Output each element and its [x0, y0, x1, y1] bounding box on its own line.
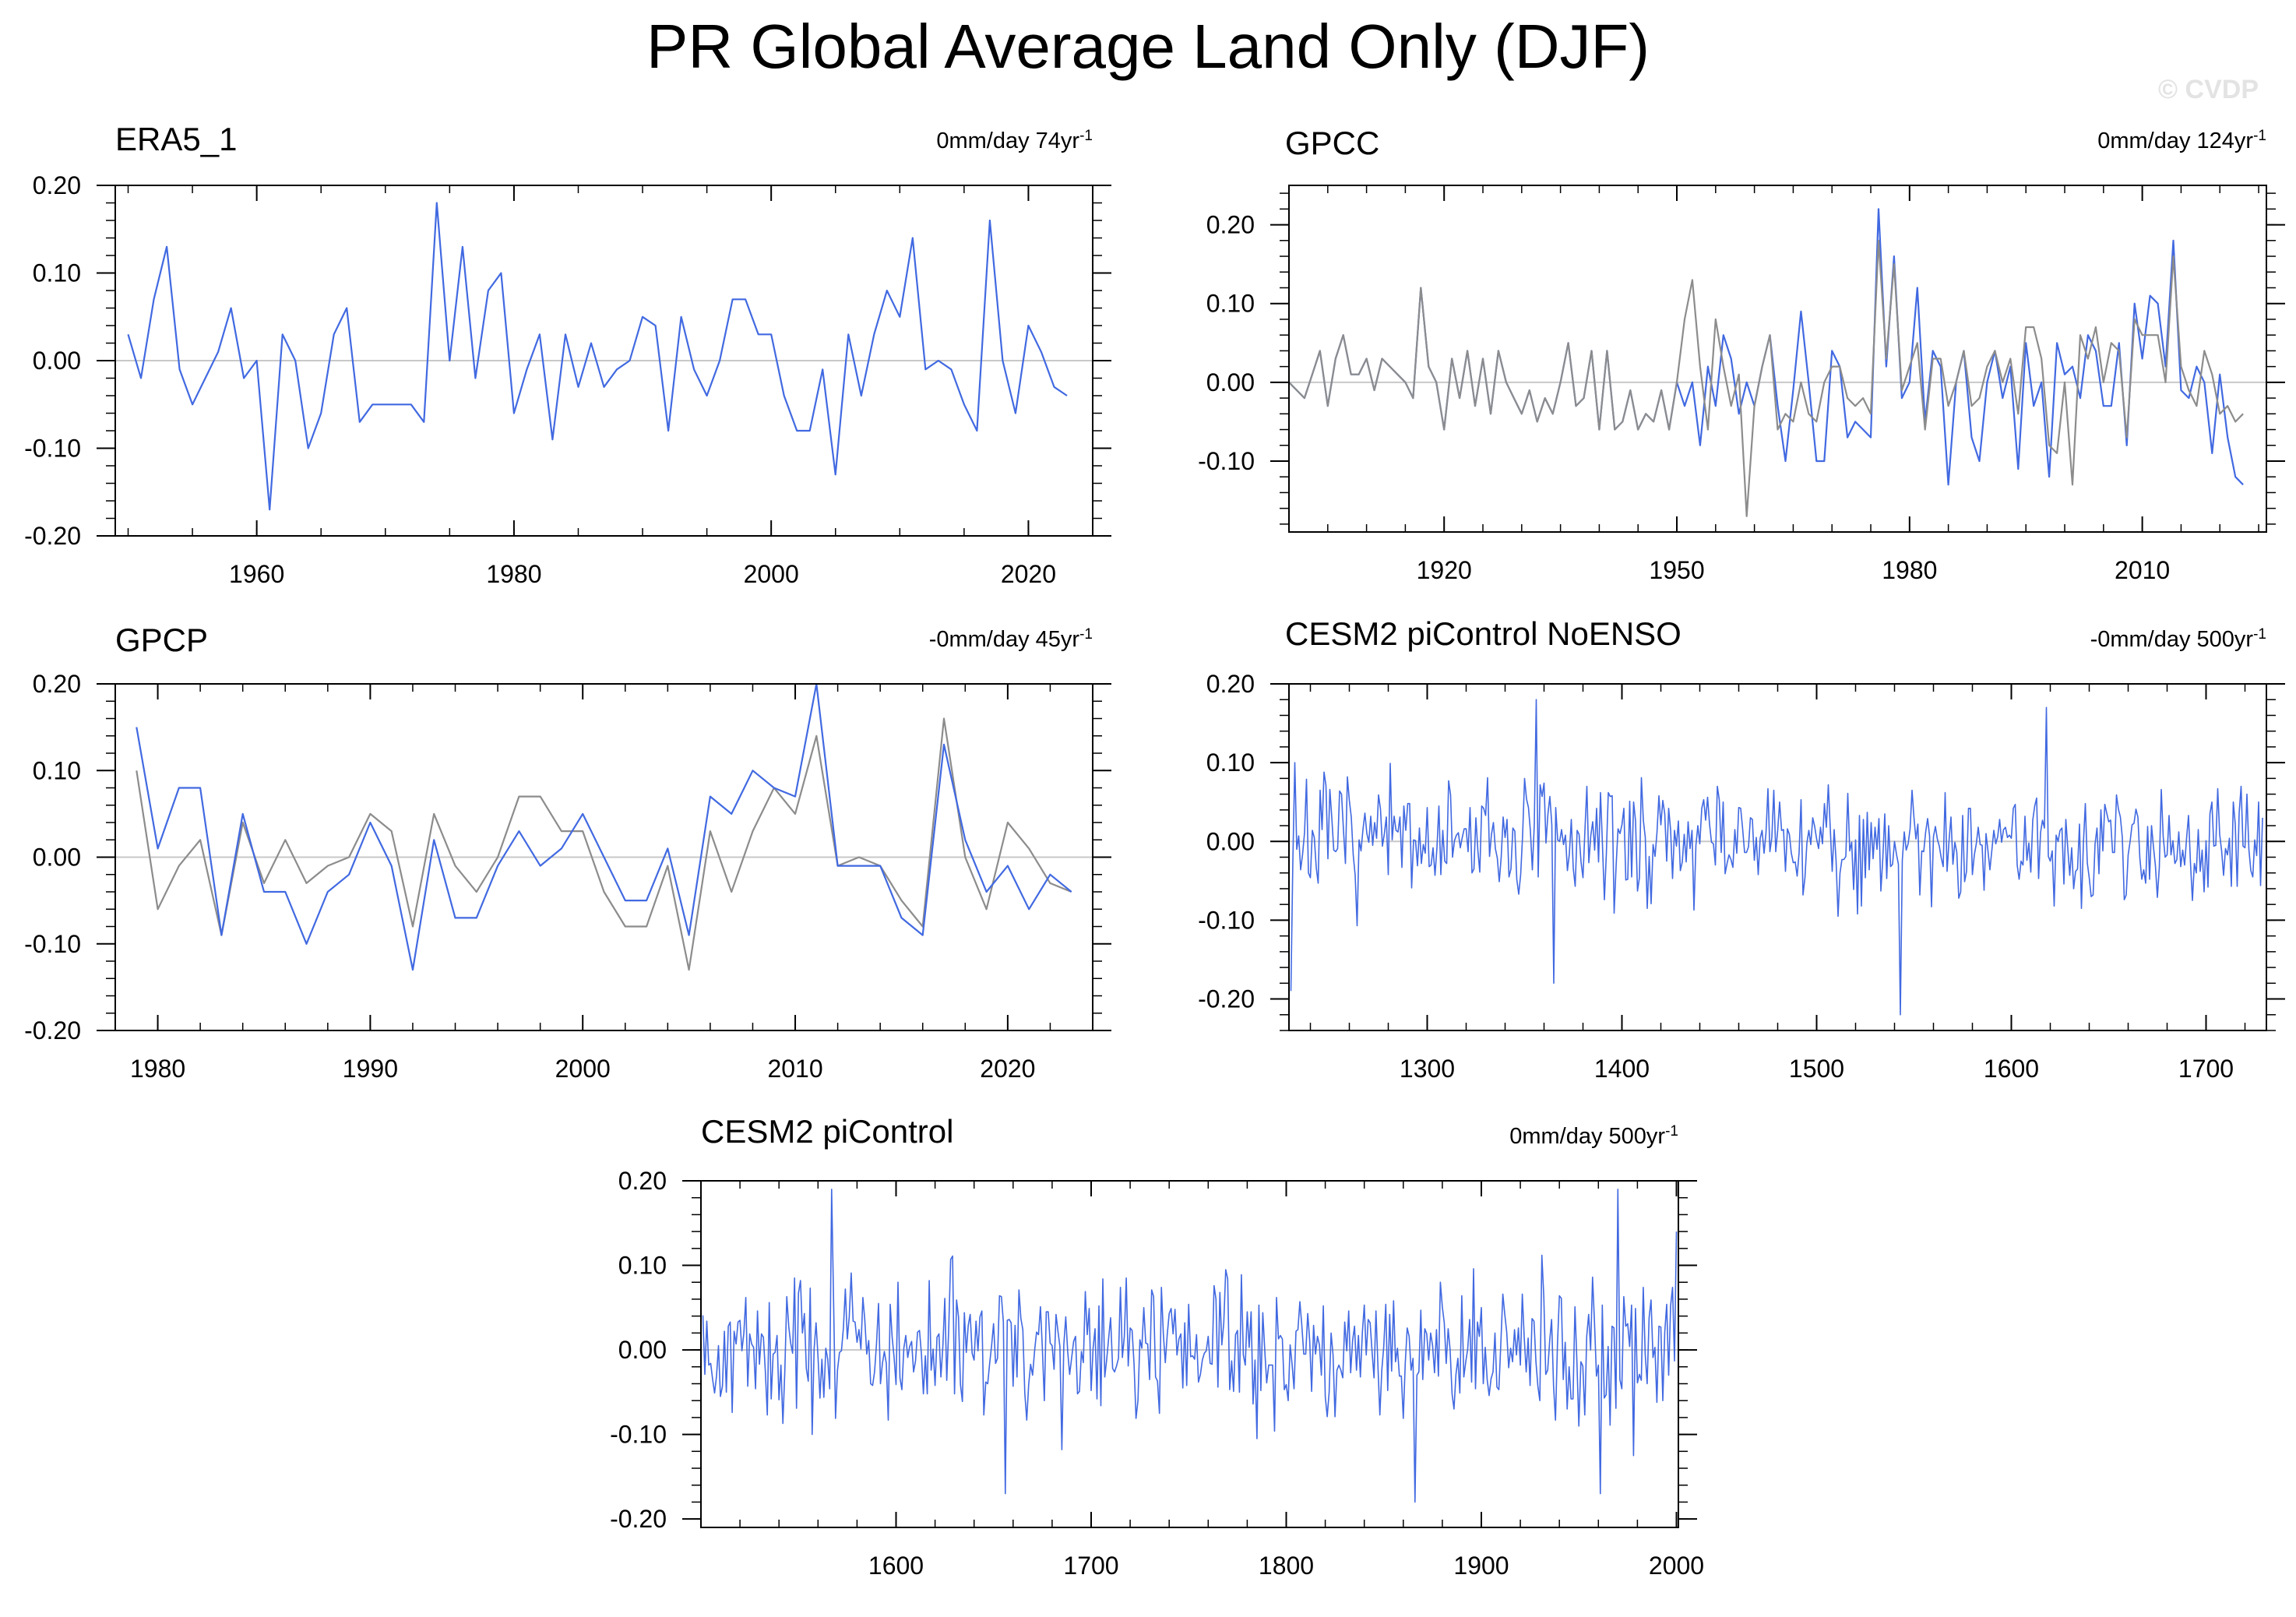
y-tick-label: 0.00 [33, 844, 81, 872]
x-tick-label: 1980 [1882, 556, 1937, 584]
series-line-2 [1288, 239, 2244, 517]
y-tick-label: 0.00 [1206, 368, 1255, 396]
panel-gpcc: GPCC 0mm/day 124yr-1 1920 1950 1980 2010 -0.10… [1198, 125, 2285, 584]
x-tick-label: 1600 [868, 1552, 924, 1580]
y-tick-label: -0.20 [1198, 985, 1255, 1013]
plot-frame [1288, 683, 2267, 1031]
x-tick-label: 2010 [767, 1055, 822, 1083]
y-tick-label: -0.20 [24, 522, 81, 550]
x-tick-label: 2020 [980, 1055, 1035, 1083]
x-tick-label: 1400 [1594, 1055, 1650, 1083]
y-tick-label: 0.00 [618, 1336, 667, 1364]
y-tick-label: 0.20 [618, 1167, 667, 1195]
panel-cesm2-picontrol-noenso: CESM2 piControl NoENSO -0mm/day 500yr-1 13… [1198, 615, 2285, 1083]
y-tick-label: 0.10 [1206, 290, 1255, 318]
panel-era5: ERA5_1 0mm/day 74yr-1 1960 1980 2000 2020 -0.2… [24, 121, 1111, 588]
y-tick-label: 0.20 [1206, 211, 1255, 239]
y-tick-label: -0.10 [610, 1421, 667, 1449]
panel-title: CESM2 piControl [701, 1113, 953, 1150]
y-tick-label: 0.10 [1206, 749, 1255, 777]
plot-frame [1288, 185, 2267, 533]
panel-info: 0mm/day 124yr-1 [2097, 128, 2266, 154]
x-tick-label: 2000 [1649, 1552, 1704, 1580]
y-tick-label: -0.10 [24, 435, 81, 463]
y-tick-label: 0.10 [33, 259, 81, 287]
x-tick-label: 1300 [1400, 1055, 1455, 1083]
figure-title: PR Global Average Land Only (DJF) [646, 12, 1650, 81]
x-tick-label: 1980 [486, 560, 541, 588]
panel-gpcp: GPCP -0mm/day 45yr-1 1980 1990 2000 2010 2020 -… [24, 622, 1111, 1083]
copyright-watermark: © CVDP [2158, 75, 2259, 104]
y-tick-label: -0.20 [610, 1505, 667, 1533]
y-tick-label: 0.00 [1206, 827, 1255, 855]
y-tick-label: 0.10 [618, 1252, 667, 1280]
plot-frame [700, 1180, 1679, 1528]
y-tick-label: 0.00 [33, 347, 81, 375]
y-tick-label: 0.20 [33, 670, 81, 698]
x-tick-label: 2010 [2115, 556, 2170, 584]
x-tick-label: 1960 [229, 560, 284, 588]
x-tick-label: 1700 [2178, 1055, 2234, 1083]
series-line-2 [136, 682, 1072, 971]
x-tick-label: 1990 [343, 1055, 398, 1083]
x-tick-label: 1920 [1417, 556, 1472, 584]
x-tick-label: 1500 [1789, 1055, 1844, 1083]
series-line-1 [136, 717, 1072, 971]
x-tick-label: 1950 [1649, 556, 1704, 584]
panel-title: GPCP [115, 622, 208, 658]
y-tick-label: -0.10 [1198, 447, 1255, 475]
panel-title: ERA5_1 [115, 121, 237, 157]
y-tick-label: -0.10 [24, 930, 81, 958]
y-tick-label: 0.10 [33, 756, 81, 784]
panel-info: 0mm/day 500yr-1 [1509, 1123, 1678, 1150]
x-tick-label: 2000 [555, 1055, 611, 1083]
panel-info: 0mm/day 74yr-1 [936, 128, 1093, 154]
series-line-1 [1288, 208, 2244, 486]
x-tick-label: 1700 [1063, 1552, 1118, 1580]
panel-cesm2-picontrol: CESM2 piControl 0mm/day 500yr-1 1600 1700 18… [610, 1113, 1704, 1580]
panel-title: CESM2 piControl NoENSO [1285, 615, 1682, 652]
series-line-1 [127, 202, 1068, 511]
panel-title: GPCC [1285, 125, 1379, 161]
y-tick-label: 0.20 [33, 171, 81, 199]
x-tick-label: 1980 [130, 1055, 185, 1083]
x-tick-label: 1600 [1984, 1055, 2039, 1083]
y-tick-label: -0.10 [1198, 906, 1255, 934]
y-tick-label: -0.20 [24, 1016, 81, 1045]
x-tick-label: 2000 [744, 560, 799, 588]
y-tick-label: 0.20 [1206, 670, 1255, 698]
series-line-1 [702, 1189, 1678, 1503]
x-tick-label: 1800 [1259, 1552, 1314, 1580]
series-line-1 [1290, 699, 2263, 1016]
panel-info: -0mm/day 45yr-1 [929, 626, 1093, 653]
x-tick-label: 2020 [1001, 560, 1056, 588]
x-tick-label: 1900 [1453, 1552, 1509, 1580]
panel-info: -0mm/day 500yr-1 [2090, 626, 2266, 653]
